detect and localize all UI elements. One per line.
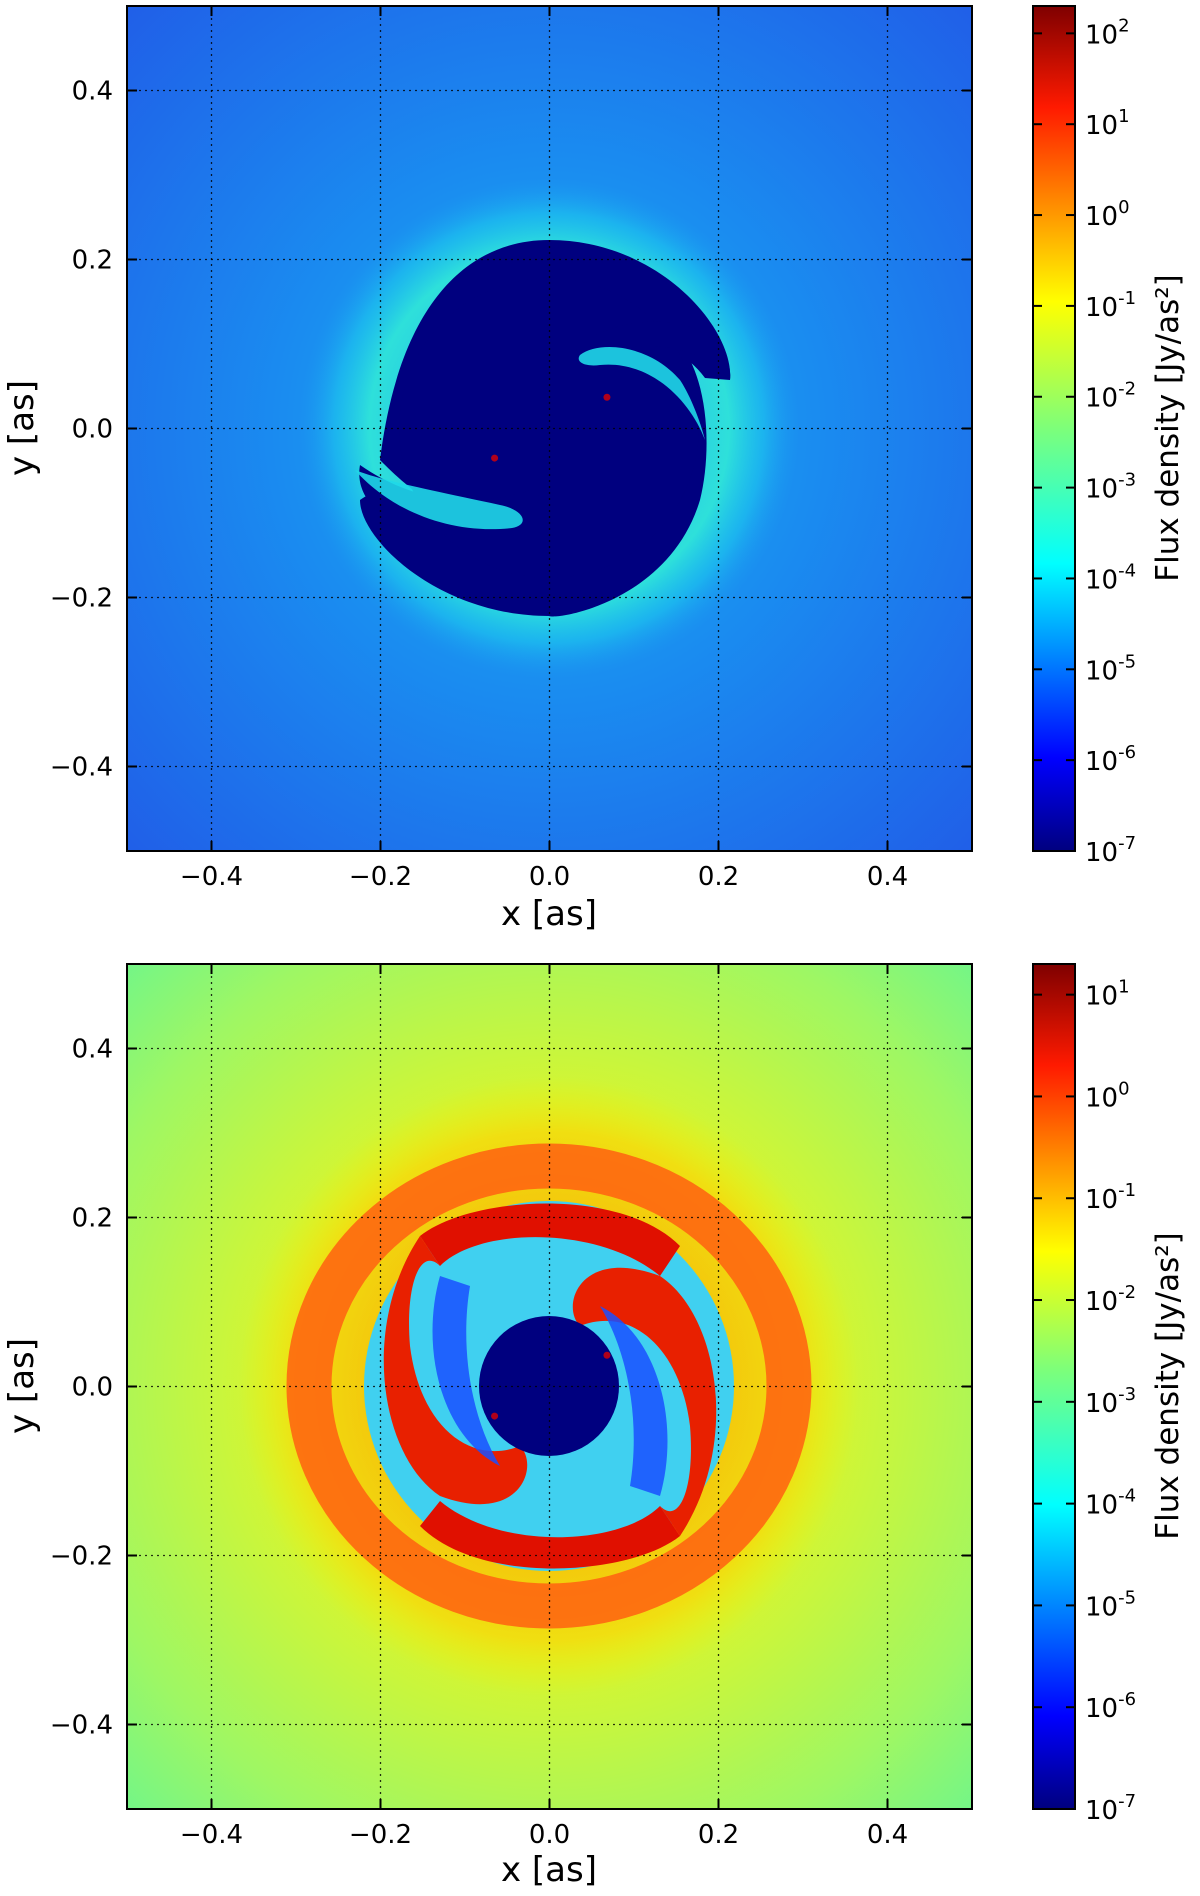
bottom-y-tick-label: 0.2 <box>72 1204 113 1234</box>
bottom-colorbar <box>1032 963 1076 1810</box>
bottom-x-tick-label: −0.4 <box>180 1820 243 1850</box>
bottom-colorbar-tick-label: 10-6 <box>1085 1689 1136 1724</box>
top-chart: −0.4 −0.2 0.0 0.2 0.4 −0.4 −0.2 0.0 0.2 0.4 x [a… <box>2 5 1186 934</box>
bottom-colorbar-tick-label: 10-2 <box>1085 1282 1136 1317</box>
bottom-panel: −0.4 −0.2 0.0 0.2 0.4 −0.4 −0.2 0.0 0.2 0.4 x [a… <box>0 946 1200 1892</box>
top-x-tick-label: 0.0 <box>529 862 570 892</box>
bottom-chart: −0.4 −0.2 0.0 0.2 0.4 −0.4 −0.2 0.0 0.2 0.4 x [a… <box>2 963 1186 1890</box>
bottom-colorbar-tick-label: 101 <box>1085 977 1130 1012</box>
bottom-colorbar-ticks: 10-7 10-6 10-5 10-4 10-3 10-2 10-1 100 101 <box>1033 977 1136 1826</box>
bottom-source-point <box>603 1351 611 1359</box>
bottom-x-axis-label: x [as] <box>501 1850 597 1890</box>
bottom-sources <box>491 1351 611 1420</box>
bottom-x-tick-label: 0.4 <box>867 1820 908 1850</box>
top-colorbar-ticks: 10-7 10-6 10-5 10-4 10-3 10-2 10-1 100 101 102 <box>1033 15 1136 868</box>
bottom-image <box>127 964 972 1809</box>
top-colorbar-tick-label: 100 <box>1085 197 1130 232</box>
top-colorbar-tick-label: 10-5 <box>1085 651 1136 686</box>
top-x-tick-label: −0.4 <box>180 862 243 892</box>
top-panel: −0.4 −0.2 0.0 0.2 0.4 −0.4 −0.2 0.0 0.2 0.4 x [a… <box>0 0 1200 946</box>
top-sources <box>491 393 611 462</box>
top-colorbar-tick-label: 10-2 <box>1085 379 1136 414</box>
top-colorbar <box>1032 5 1076 852</box>
bottom-y-ticks: −0.4 −0.2 0.0 0.2 0.4 <box>50 1035 972 1741</box>
top-source-point <box>603 393 611 401</box>
top-x-tick-label: 0.4 <box>867 862 908 892</box>
top-colorbar-label: Flux density [Jy/as²] <box>1150 274 1186 582</box>
top-y-tick-label: 0.2 <box>72 246 113 276</box>
bottom-y-tick-label: −0.2 <box>50 1542 113 1572</box>
top-colorbar-tick-label: 10-1 <box>1085 288 1136 323</box>
top-colorbar-tick-label: 10-6 <box>1085 742 1136 777</box>
bottom-colorbar-tick-label: 10-1 <box>1085 1180 1136 1215</box>
top-x-ticks: −0.4 −0.2 0.0 0.2 0.4 <box>180 6 908 892</box>
bottom-x-tick-label: −0.2 <box>349 1820 412 1850</box>
bottom-y-tick-label: 0.4 <box>72 1035 113 1065</box>
bottom-colorbar-tick-label: 10-3 <box>1085 1384 1136 1419</box>
bottom-colorbar-tick-label: 10-4 <box>1085 1486 1136 1521</box>
top-y-tick-label: 0.4 <box>72 77 113 107</box>
top-y-tick-label: 0.0 <box>72 415 113 445</box>
bottom-x-tick-label: 0.2 <box>698 1820 739 1850</box>
top-colorbar-tick-label: 10-7 <box>1085 833 1136 868</box>
bottom-y-tick-label: −0.4 <box>50 1711 113 1741</box>
top-y-tick-label: −0.4 <box>50 753 113 783</box>
top-colorbar-tick-label: 102 <box>1085 15 1130 50</box>
top-colorbar-tick-label: 10-4 <box>1085 560 1136 595</box>
bottom-colorbar-label: Flux density [Jy/as²] <box>1150 1232 1186 1540</box>
top-x-tick-label: 0.2 <box>698 862 739 892</box>
bottom-colorbar-tick-label: 10-7 <box>1085 1791 1136 1826</box>
top-source-point <box>491 454 499 462</box>
top-y-tick-label: −0.2 <box>50 584 113 614</box>
top-y-ticks: −0.4 −0.2 0.0 0.2 0.4 <box>50 77 972 783</box>
bottom-y-tick-label: 0.0 <box>72 1373 113 1403</box>
top-y-axis-label: y [as] <box>2 380 42 476</box>
bottom-x-tick-label: 0.0 <box>529 1820 570 1850</box>
top-x-axis-label: x [as] <box>501 894 597 934</box>
bottom-colorbar-tick-label: 100 <box>1085 1078 1130 1113</box>
bottom-x-ticks: −0.4 −0.2 0.0 0.2 0.4 <box>180 964 908 1850</box>
top-x-tick-label: −0.2 <box>349 862 412 892</box>
bottom-colorbar-tick-label: 10-5 <box>1085 1587 1136 1622</box>
top-colorbar-tick-label: 10-3 <box>1085 470 1136 505</box>
bottom-y-axis-label: y [as] <box>2 1338 42 1434</box>
bottom-source-point <box>491 1412 499 1420</box>
top-colorbar-tick-label: 101 <box>1085 106 1130 141</box>
